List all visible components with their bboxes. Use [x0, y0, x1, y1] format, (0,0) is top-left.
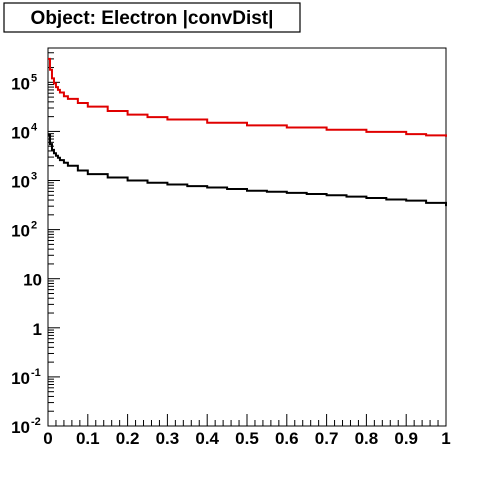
title-box: Object: Electron |convDist| [3, 2, 301, 33]
x-tick-label: 0.7 [315, 429, 339, 448]
x-tick-label: 1 [441, 429, 450, 448]
y-tick-label: 10 [11, 123, 30, 142]
y-tick-exponent: 4 [31, 121, 38, 133]
y-tick-label: 10 [11, 222, 30, 241]
chart-title: Object: Electron |convDist| [31, 8, 274, 29]
x-tick-label: 0.8 [355, 429, 379, 448]
title-frame [3, 2, 301, 33]
y-tick-exponent: 2 [31, 220, 37, 232]
x-axis: 0 0.1 0.2 0.3 0.4 0.5 0.6 0.7 0.8 0.9 1 [43, 414, 451, 448]
x-tick-label: 0.9 [394, 429, 418, 448]
x-tick-label: 0.3 [156, 429, 180, 448]
y-tick-exponent: 3 [31, 171, 37, 183]
y-tick-label: 10 [11, 369, 30, 388]
y-tick-exponent: -1 [31, 367, 41, 379]
series-red-line [48, 57, 447, 137]
x-tick-label: 0.4 [195, 429, 219, 448]
x-tick-label: 0 [43, 429, 52, 448]
x-tick-label: 0.2 [116, 429, 140, 448]
series-black-line [48, 133, 447, 207]
x-tick-label: 0.6 [275, 429, 299, 448]
y-tick-exponent: -2 [31, 416, 41, 428]
y-tick-label: 10 [11, 74, 30, 93]
y-tick-exponent: 5 [31, 72, 37, 84]
y-tick-label: 10 [11, 173, 30, 192]
x-tick-label: 0.5 [235, 429, 259, 448]
y-tick-label: 10 [11, 418, 30, 437]
y-tick-label: 1 [33, 320, 42, 339]
series-layer [48, 57, 447, 207]
y-tick-label: 10 [23, 271, 42, 290]
x-tick-label: 0.1 [76, 429, 100, 448]
